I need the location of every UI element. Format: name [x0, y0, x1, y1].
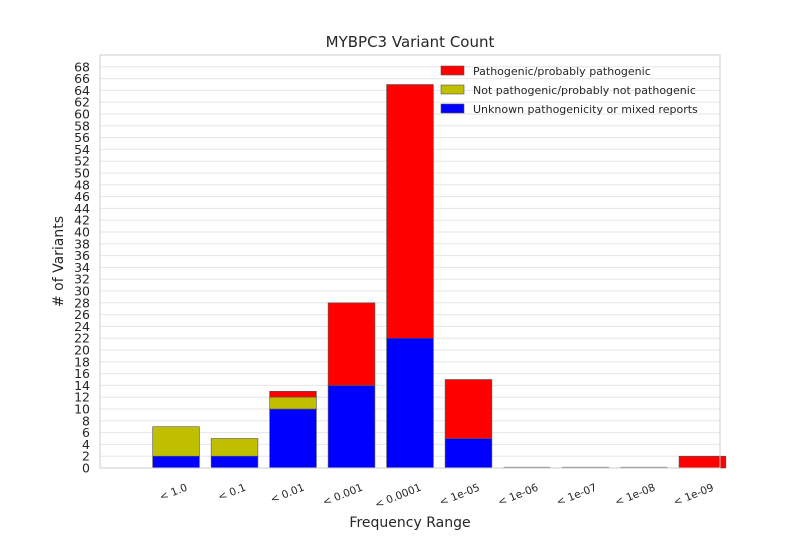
- legend-label: Pathogenic/probably pathogenic: [473, 65, 651, 78]
- y-tick-label: 28: [74, 295, 90, 310]
- y-tick-label: 50: [74, 166, 90, 181]
- y-tick-label: 52: [74, 154, 90, 169]
- legend: Pathogenic/probably pathogenic Not pathog…: [440, 65, 698, 116]
- x-tick-label: < 1e-08: [613, 482, 657, 509]
- y-tick-label: 18: [74, 354, 90, 369]
- y-tick-label: 34: [74, 260, 90, 275]
- x-tick-label: < 0.1: [216, 482, 247, 504]
- legend-swatch: [440, 103, 465, 114]
- bars: [152, 84, 727, 469]
- y-tick-label: 64: [74, 83, 90, 98]
- y-tick-label: 4: [82, 437, 90, 452]
- bar-segment: [444, 438, 493, 469]
- x-tick-label: < 1e-06: [496, 482, 540, 509]
- legend-swatch: [440, 65, 465, 76]
- legend-label: Unknown pathogenicity or mixed reports: [473, 103, 698, 116]
- x-tick-label: < 0.001: [321, 482, 365, 509]
- bar-segment: [327, 302, 376, 386]
- y-tick-label: 2: [82, 449, 90, 464]
- y-tick-label: 54: [74, 142, 90, 157]
- y-tick-label: 16: [74, 366, 90, 381]
- chart-title: MYBPC3 Variant Count: [326, 33, 495, 51]
- y-tick-label: 60: [74, 107, 90, 122]
- y-tick-label: 22: [74, 331, 90, 346]
- legend-label: Not pathogenic/probably not pathogenic: [473, 84, 696, 97]
- x-tick-label: < 1e-07: [555, 482, 599, 509]
- x-tick-labels: < 1.0 < 0.1 < 0.01 < 0.001 < 0.0001 < 1e-05 < …: [158, 482, 716, 512]
- y-tick-label: 8: [82, 413, 90, 428]
- y-tick-label: 20: [74, 343, 90, 358]
- y-tick-label: 68: [74, 59, 90, 74]
- bar-segment: [386, 337, 434, 469]
- y-tick-label: 66: [74, 71, 90, 86]
- y-tick-label: 6: [82, 425, 90, 440]
- y-tick-label: 44: [74, 201, 90, 216]
- y-tick-label: 32: [74, 272, 90, 287]
- bar-segment: [386, 84, 434, 339]
- y-tick-label: 56: [74, 130, 90, 145]
- bar-segment: [269, 390, 317, 398]
- y-tick-label: 0: [82, 461, 90, 476]
- y-tick-label: 30: [74, 284, 90, 299]
- x-tick-label: < 1e-05: [438, 482, 482, 509]
- bar-segment: [269, 396, 317, 410]
- bar-segment: [327, 385, 376, 469]
- y-tick-label: 58: [74, 118, 90, 133]
- y-axis-label: # of Variants: [51, 216, 67, 307]
- bar-segment: [210, 438, 259, 457]
- y-tick-label: 10: [74, 402, 90, 417]
- y-tick-label: 46: [74, 189, 90, 204]
- y-tick-label: 12: [74, 390, 90, 405]
- y-tick-label: 48: [74, 177, 90, 192]
- y-tick-labels: 0246810121416182022242628303234363840424…: [74, 59, 90, 475]
- y-tick-label: 62: [74, 95, 90, 110]
- x-axis-label: Frequency Range: [349, 515, 470, 531]
- bar-segment: [210, 455, 259, 469]
- bar-segment: [444, 379, 493, 439]
- x-tick-label: < 0.0001: [373, 482, 423, 511]
- bar-segment: [152, 455, 200, 469]
- bar-segment: [678, 455, 727, 469]
- y-tick-label: 38: [74, 236, 90, 251]
- y-tick-label: 24: [74, 319, 90, 334]
- x-tick-label: < 0.01: [269, 482, 306, 506]
- x-tick-label: < 1e-09: [672, 482, 716, 509]
- y-tick-label: 42: [74, 213, 90, 228]
- bar-segment: [269, 408, 317, 469]
- bar-segment: [152, 426, 200, 457]
- y-tick-label: 40: [74, 225, 90, 240]
- y-tick-label: 36: [74, 248, 90, 263]
- plot-frame: [99, 54, 721, 469]
- legend-swatch: [440, 84, 465, 95]
- x-tick-label: < 1.0: [158, 482, 189, 504]
- y-tick-label: 26: [74, 307, 90, 322]
- y-tick-label: 14: [74, 378, 90, 393]
